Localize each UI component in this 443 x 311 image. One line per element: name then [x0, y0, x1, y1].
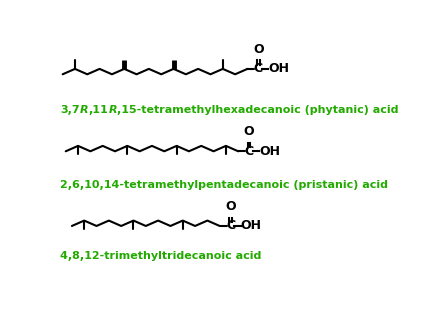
Text: R: R: [109, 105, 117, 115]
Text: OH: OH: [268, 63, 289, 75]
Text: OH: OH: [241, 220, 261, 232]
Text: ,11: ,11: [89, 105, 109, 115]
Text: 2,6,10,14-tetramethylpentadecanoic (pristanic) acid: 2,6,10,14-tetramethylpentadecanoic (pris…: [60, 180, 389, 190]
Text: R: R: [80, 105, 89, 115]
Text: 4,8,12-trimethyltridecanoic acid: 4,8,12-trimethyltridecanoic acid: [60, 251, 262, 261]
Text: ,15-tetramethylhexadecanoic (phytanic) acid: ,15-tetramethylhexadecanoic (phytanic) a…: [117, 105, 398, 115]
Text: 3,7: 3,7: [60, 105, 80, 115]
Text: C: C: [226, 220, 235, 232]
Text: C: C: [254, 63, 263, 75]
Text: O: O: [253, 43, 264, 56]
Text: O: O: [244, 125, 254, 138]
Text: O: O: [225, 200, 236, 213]
Text: C: C: [245, 145, 253, 158]
Text: OH: OH: [259, 145, 280, 158]
